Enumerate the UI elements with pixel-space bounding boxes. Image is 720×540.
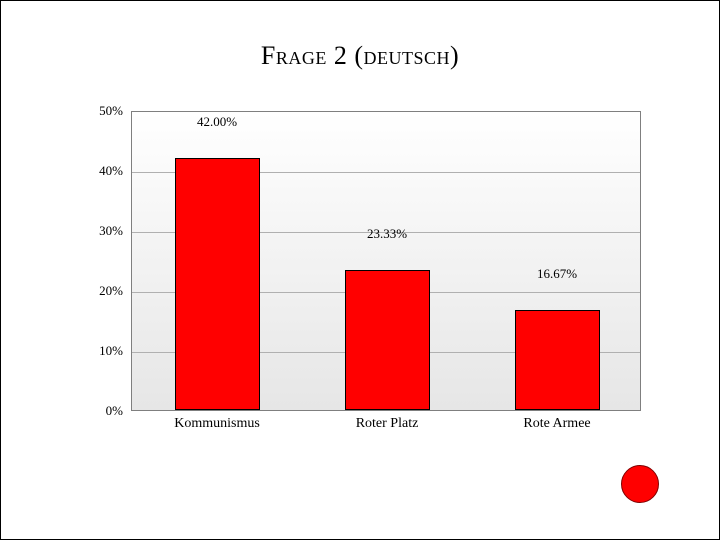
bar-chart: 42.00%Kommunismus23.33%Roter Platz16.67%… (81, 111, 641, 441)
bar (175, 158, 260, 410)
bar-value-label: 23.33% (367, 226, 407, 242)
bar-slot: 42.00%Kommunismus (132, 110, 302, 410)
decor-circle-icon (621, 465, 659, 503)
bar (345, 270, 430, 410)
slide-title: Frage 2 (deutsch) (1, 41, 719, 71)
y-axis-label: 10% (99, 343, 123, 359)
y-axis-label: 50% (99, 103, 123, 119)
x-axis-label: Roter Platz (356, 416, 419, 432)
bar-value-label: 42.00% (197, 114, 237, 130)
y-axis-label: 20% (99, 283, 123, 299)
x-axis-label: Rote Armee (523, 416, 590, 432)
bar-slot: 16.67%Rote Armee (472, 110, 642, 410)
y-axis-label: 0% (106, 403, 123, 419)
bar-slot: 23.33%Roter Platz (302, 110, 472, 410)
bar-value-label: 16.67% (537, 266, 577, 282)
slide: Frage 2 (deutsch) 42.00%Kommunismus23.33… (0, 0, 720, 540)
y-axis-label: 30% (99, 223, 123, 239)
bar (515, 310, 600, 410)
x-axis-label: Kommunismus (174, 416, 260, 432)
plot-area: 42.00%Kommunismus23.33%Roter Platz16.67%… (131, 111, 641, 411)
y-axis-label: 40% (99, 163, 123, 179)
